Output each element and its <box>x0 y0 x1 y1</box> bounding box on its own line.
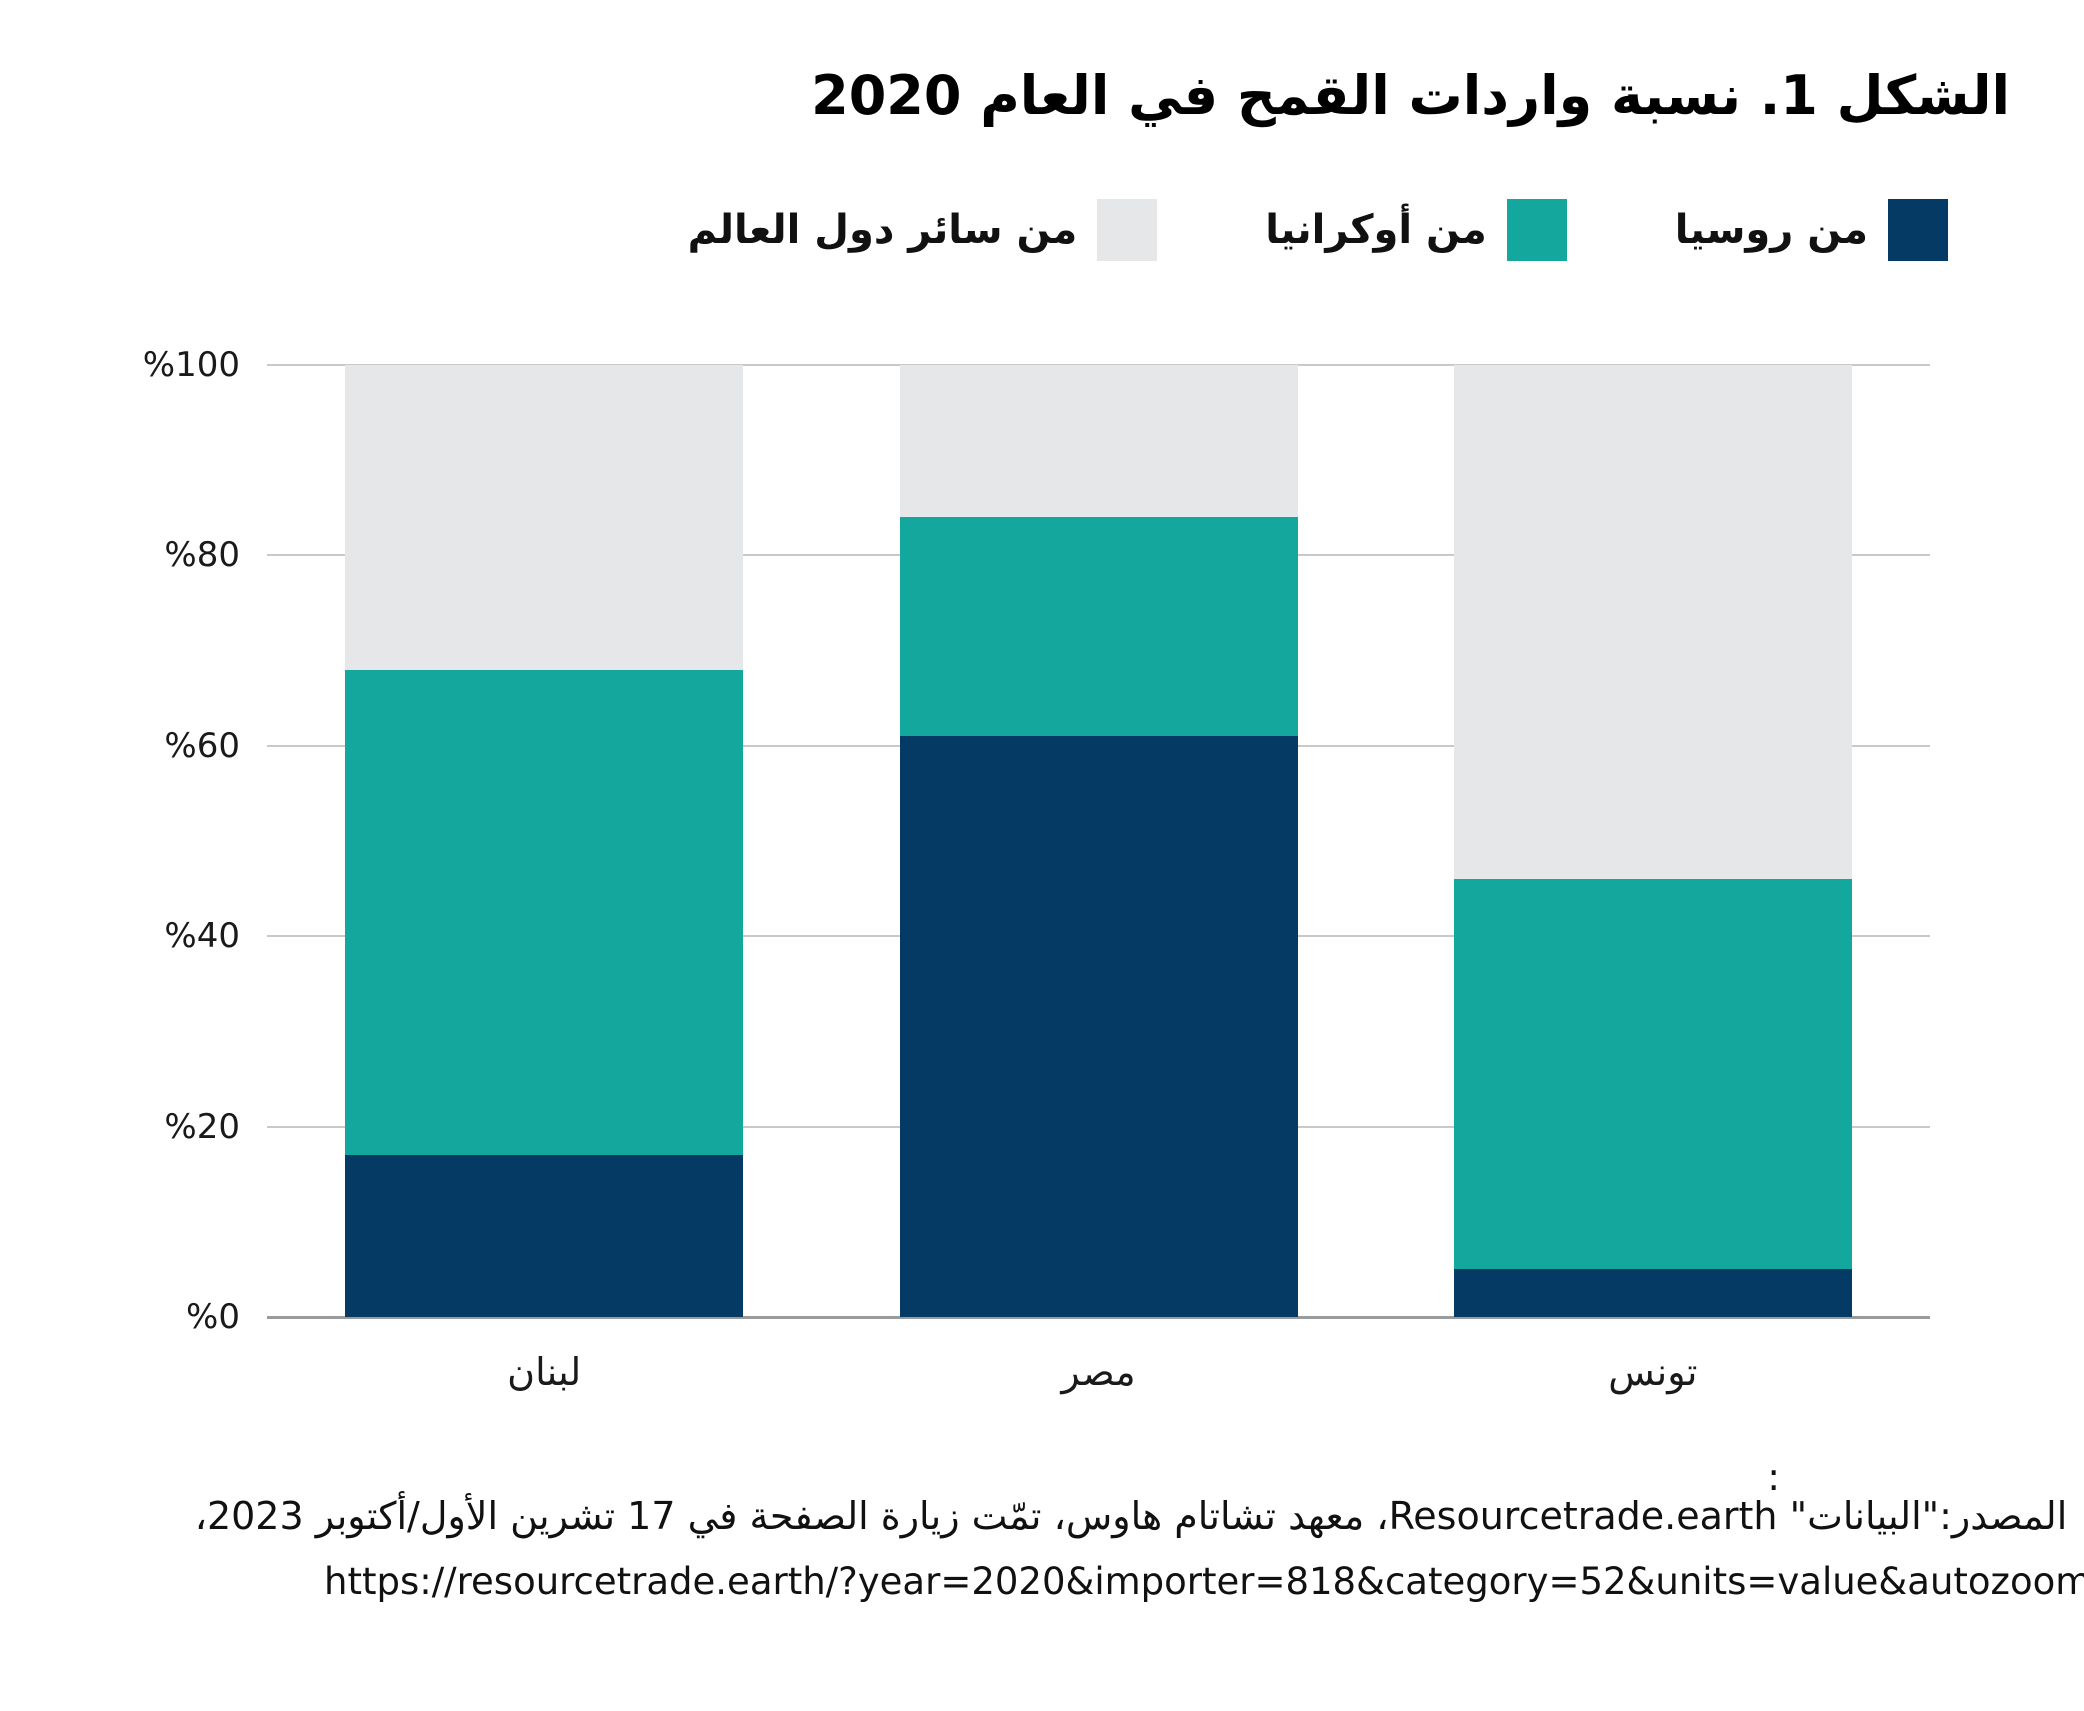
xlabel-egypt: مصر <box>1061 1350 1136 1394</box>
legend-item-ukraine: من أوكرانيا <box>1265 199 1567 261</box>
bar-segment-series1 <box>345 669 744 1156</box>
bar-segment-series2 <box>345 365 744 670</box>
y-axis-tick-label: %20 <box>164 1106 240 1147</box>
bar-tunisia <box>1453 365 1852 1317</box>
y-axis-tick-label: %40 <box>164 916 240 957</box>
bar-segment-series0 <box>1453 1269 1852 1317</box>
legend-swatch-ukraine <box>1506 199 1567 261</box>
y-axis-tick-label: %60 <box>164 725 240 766</box>
bar-segment-series2 <box>899 365 1298 518</box>
bar-lebanon <box>345 365 744 1317</box>
chart-title: الشكل 1. نسبة واردات القمح في العام 2020 <box>811 64 2010 127</box>
legend-label-ukraine: من أوكرانيا <box>1265 207 1487 253</box>
source-text: المصدر:"البيانات" Resourcetrade.earth، م… <box>194 1494 2068 1538</box>
legend-label-rest-of-world: من سائر دول العالم <box>687 207 1078 253</box>
legend-item-rest-of-world: من سائر دول العالم <box>688 199 1158 261</box>
xlabel-lebanon: لبنان <box>507 1350 582 1394</box>
gridline-0 <box>267 1316 1930 1319</box>
source-colon: : <box>1767 1455 1780 1499</box>
chart-legend: من روسيا من أوكرانيا من سائر دول العالم <box>688 199 1948 261</box>
bar-segment-series1 <box>1453 879 1852 1270</box>
legend-item-russia: من روسيا <box>1675 199 1948 261</box>
gridline-100 <box>267 364 1930 366</box>
bar-segment-series0 <box>345 1155 744 1317</box>
bar-egypt <box>899 365 1298 1317</box>
bar-segment-series2 <box>1453 365 1852 880</box>
legend-label-russia: من روسيا <box>1674 207 1868 253</box>
xlabel-tunisia: تونس <box>1608 1350 1698 1394</box>
legend-swatch-rest-of-world <box>1097 199 1158 261</box>
source-url: https://resourcetrade.earth/?year=2020&i… <box>324 1560 2084 1603</box>
bar-segment-series1 <box>899 517 1298 737</box>
y-axis-tick-label: %100 <box>142 345 240 385</box>
y-axis-tick-label: %0 <box>186 1297 240 1337</box>
bar-segment-series0 <box>899 736 1298 1317</box>
y-axis-tick-label: %80 <box>164 535 240 576</box>
legend-swatch-russia <box>1888 199 1948 261</box>
